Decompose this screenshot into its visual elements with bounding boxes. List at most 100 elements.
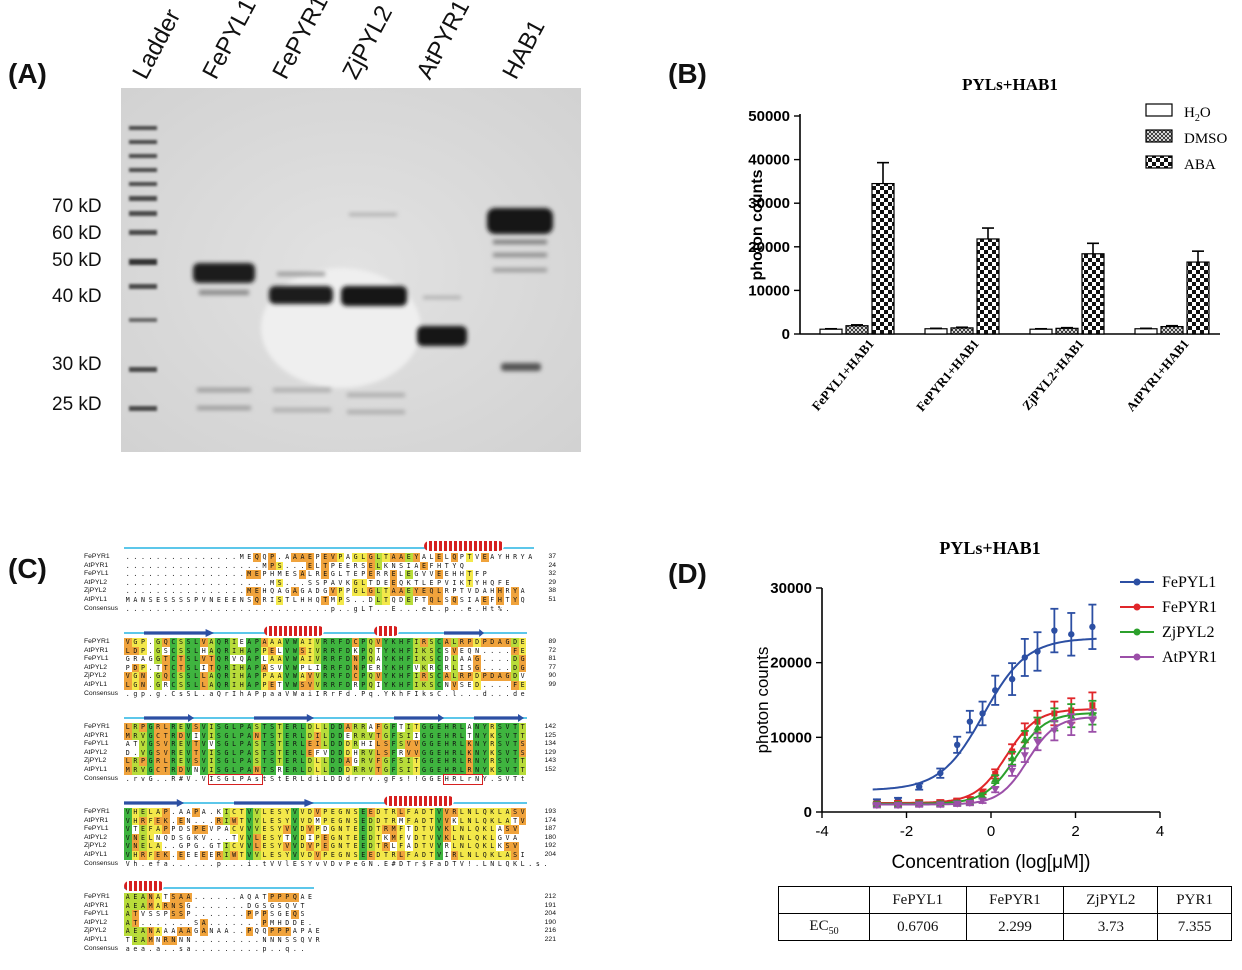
residue: G <box>497 833 502 842</box>
residue: . <box>232 561 237 570</box>
residue: . <box>254 604 259 613</box>
residue: W <box>291 681 299 690</box>
residue: L <box>359 578 367 588</box>
residue: T <box>216 842 221 851</box>
x-tick-label: -2 <box>900 823 913 840</box>
residue: . <box>232 944 237 953</box>
residue: T <box>374 766 383 775</box>
residue: E <box>359 808 367 817</box>
residue: T <box>232 833 237 842</box>
strand-marker <box>144 629 214 637</box>
residue: S <box>270 663 275 672</box>
residue: V <box>199 766 208 775</box>
residue: L <box>496 816 504 826</box>
residue: V <box>306 825 314 834</box>
legend-h2o-o: O <box>1200 105 1211 121</box>
residue: . <box>194 944 199 953</box>
residue: A <box>245 757 254 766</box>
sequence-name: AtPYL1 <box>84 681 108 688</box>
residue: V <box>283 638 292 647</box>
residue: H <box>482 604 487 613</box>
residue: H <box>442 766 451 775</box>
residue: I <box>404 723 413 732</box>
residue: E <box>321 570 330 579</box>
residue: R <box>359 757 367 766</box>
residue: T <box>344 825 352 834</box>
residue: D <box>177 731 185 741</box>
residue: R <box>131 723 140 732</box>
residue: L <box>450 842 459 851</box>
residue: R <box>131 731 140 741</box>
residue: V <box>201 774 206 783</box>
residue: R <box>222 646 231 656</box>
residue: P <box>192 825 200 834</box>
data-point-fepyl1 <box>1008 675 1016 683</box>
data-point-fepyl1 <box>992 687 999 694</box>
residue: A <box>490 553 495 561</box>
residue: . <box>505 689 510 698</box>
residue: G <box>222 748 231 758</box>
residue: . <box>353 596 358 604</box>
residue: V <box>140 910 145 919</box>
residue: S <box>292 936 297 944</box>
residue: G <box>351 578 360 588</box>
residue: E <box>306 748 314 758</box>
residue: R <box>154 723 162 732</box>
residue: F <box>336 681 345 690</box>
residue: . <box>216 587 221 596</box>
residue: R <box>359 723 367 732</box>
sequence-name: ZjPYL2 <box>84 842 107 850</box>
residue: . <box>232 918 237 927</box>
residue: T <box>465 553 474 562</box>
residue: V <box>184 757 193 766</box>
sequence-position: 216 <box>544 927 556 935</box>
residue: R <box>351 740 360 749</box>
residue: S <box>397 766 405 775</box>
residue: A <box>291 587 299 596</box>
strand-marker <box>394 714 444 722</box>
residue: G <box>194 842 199 851</box>
residue: V <box>201 596 206 604</box>
residue: S <box>184 663 193 673</box>
residue: r <box>224 689 229 698</box>
residue: C <box>230 842 238 851</box>
residue: I <box>376 681 381 689</box>
residue: K <box>488 816 497 826</box>
residue: C <box>435 646 443 656</box>
residue: I <box>230 663 238 673</box>
residue: . <box>216 910 221 919</box>
residue: . <box>505 663 510 672</box>
residue: V <box>450 646 459 656</box>
residue: G <box>382 757 390 766</box>
residue: D <box>329 766 337 775</box>
residue: Q <box>427 587 436 596</box>
residue: . <box>163 561 168 570</box>
residue: V <box>124 808 132 817</box>
residue: . <box>239 927 244 936</box>
residue: Q <box>270 587 275 596</box>
residue: . <box>399 604 404 613</box>
residue: P <box>254 910 259 919</box>
residue: T <box>237 816 246 826</box>
residue: M <box>262 561 267 570</box>
residue: H <box>496 596 504 605</box>
residue: S <box>192 723 200 732</box>
residue: . <box>186 587 191 596</box>
residue: L <box>321 766 330 775</box>
residue: F <box>404 655 413 664</box>
residue: H <box>270 570 275 579</box>
residue: . <box>224 944 229 953</box>
residue: G <box>382 731 390 741</box>
residue: V <box>125 859 130 868</box>
table-header-cell: PYR1 <box>1157 886 1232 914</box>
residue: V <box>367 766 375 775</box>
residue: R <box>376 570 381 579</box>
residue: . <box>201 936 206 944</box>
residue: E <box>367 570 375 579</box>
residue: A <box>207 681 216 690</box>
residue: S <box>215 740 223 749</box>
residue: Y <box>275 825 284 834</box>
sequence-name: ZjPYL2 <box>84 757 107 765</box>
